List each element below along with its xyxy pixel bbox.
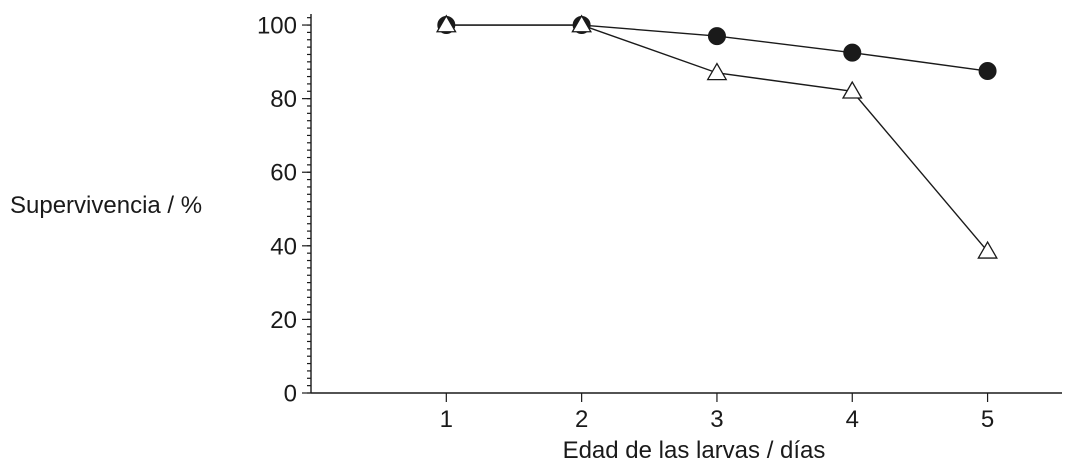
y-tick-label: 20 [270,307,297,334]
x-tick-label: 5 [981,406,994,433]
circle-point [707,27,726,46]
y-tick-label: 0 [284,381,297,408]
series-1-line [446,24,989,252]
triangle-point [977,240,998,259]
x-axis-label: Edad de las larvas / días [563,437,826,464]
x-tick-label: 4 [846,406,859,433]
x-tick-label: 3 [710,406,723,433]
triangle-point [571,14,593,33]
circle-point [843,43,862,62]
triangle-point [706,62,728,81]
triangle-point [841,80,863,99]
y-tick-label: 100 [257,13,297,40]
x-tick-label: 1 [440,406,453,433]
axes: 0 20 40 60 80 100 1 2 3 4 5 [257,13,1062,433]
triangle-point [435,14,457,33]
circle-point [978,62,997,81]
y-tick-label: 40 [270,233,297,260]
y-tick-label: 60 [270,160,297,187]
series-layer [435,14,998,259]
y-tick-label: 80 [270,86,297,113]
y-axis-label: Supervivencia / % [10,192,202,219]
x-tick-label: 2 [575,406,588,433]
